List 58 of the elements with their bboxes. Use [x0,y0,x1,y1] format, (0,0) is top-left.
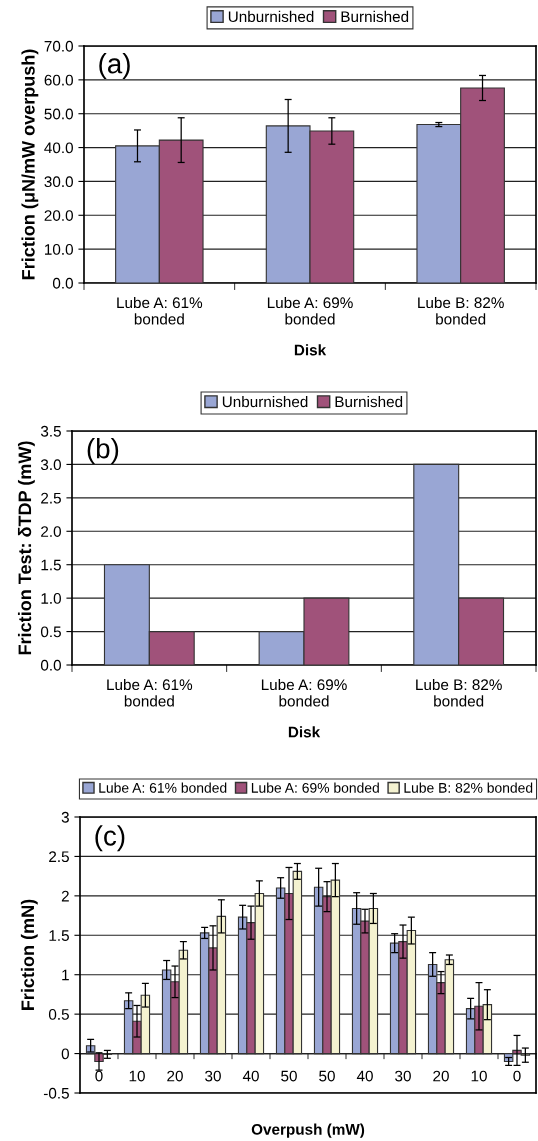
legend-label: Burnished [335,395,403,408]
y-tick-label: 30.0 [44,176,73,188]
y-tick-label: -0.5 [43,1087,69,1099]
x-tick-label: 0 [513,1070,521,1082]
y-tick-label: 2.5 [49,851,69,863]
x-tick-label: Lube A: 61% bonded [107,678,193,707]
y-tick-label: 1.0 [41,593,61,604]
legend-label: Lube A: 69% bonded [251,782,379,793]
y-tick-label: 3 [61,811,69,823]
x-axis-title: Overpush (mW) [251,1123,365,1138]
x-tick-label: 20 [167,1070,183,1082]
y-tick-label: 2.5 [41,492,61,504]
x-tick-label: 30 [205,1070,221,1082]
y-tick-label: 0.5 [48,1009,69,1020]
x-tick-label: 10 [129,1070,145,1082]
y-tick-label: 0.0 [52,277,73,289]
legend-label: Unburnished [222,395,308,408]
y-axis-title: Friction (mN) [20,899,38,1010]
legend-label: Lube A: 61% bonded [99,782,227,793]
annotation: (c) [95,825,125,852]
y-axis-title: Friction Test: δTDP (mW) [17,441,35,655]
y-axis-title: Friction (μN/mW overpush) [21,49,39,280]
x-tick-label: Lube A: 69% bonded [261,678,347,707]
x-tick-label: Lube B: 82% bonded [416,678,502,707]
y-tick-label: 10.0 [45,244,73,255]
y-tick-label: 70.0 [44,40,73,52]
x-tick-label: Lube A: 69% bonded [267,296,353,325]
y-tick-label: 1.5 [49,930,69,941]
legend-label: Burnished [341,10,409,23]
x-tick-label: 40 [356,1070,373,1082]
y-tick-label: 2.0 [41,526,61,537]
annotation: (a) [99,53,130,79]
y-tick-label: 3.5 [40,425,61,437]
y-tick-label: 50.0 [44,108,73,120]
legend-label: Unburnished [228,10,314,23]
x-tick-label: Lube B: 82% bonded [418,296,504,325]
y-tick-label: 0 [61,1048,69,1060]
y-tick-label: 40.0 [44,142,73,154]
y-tick-label: 2 [61,890,69,902]
y-tick-label: 60.0 [44,74,73,86]
x-tick-label: 30 [395,1070,411,1082]
x-axis-title: Disk [288,726,321,738]
legend-label: Lube B: 82% bonded [404,782,533,793]
y-tick-label: 3.0 [40,459,61,471]
x-tick-label: Lube A: 61% bonded [117,296,203,325]
x-tick-label: 20 [433,1070,449,1082]
y-tick-label: 1.5 [41,559,61,571]
y-tick-label: 0.5 [40,626,61,638]
y-tick-label: 0.0 [40,659,61,671]
y-tick-label: 1 [62,969,69,981]
x-tick-label: 0 [95,1070,103,1082]
x-tick-label: 40 [242,1070,259,1082]
x-tick-label: 50 [319,1070,335,1082]
annotation: (b) [87,438,119,464]
y-tick-label: 20.0 [44,210,73,221]
x-tick-label: 50 [281,1070,297,1082]
x-tick-label: 10 [471,1070,487,1082]
x-axis-title: Disk [294,344,327,356]
